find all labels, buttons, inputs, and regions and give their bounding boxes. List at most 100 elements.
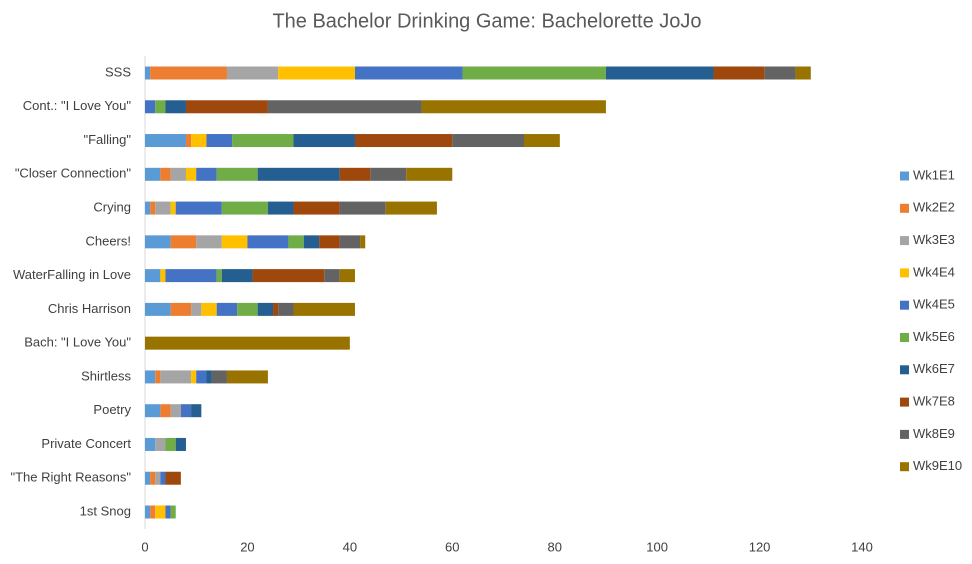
- bar-segment: [221, 235, 248, 249]
- y-tick-label: Poetry: [93, 402, 131, 417]
- bar-segment: [406, 167, 453, 181]
- bar-segment: [160, 269, 166, 283]
- bar-segment: [150, 471, 156, 485]
- bar-segment: [180, 404, 192, 418]
- bar-segment: [226, 66, 279, 80]
- bar-segment: [155, 370, 161, 384]
- bar-segment: [605, 66, 714, 80]
- bar-segment: [145, 437, 156, 451]
- bar-segment: [155, 471, 161, 485]
- legend-swatch: [900, 333, 909, 342]
- y-tick-label: 1st Snog: [80, 503, 131, 518]
- bar-segment: [175, 201, 222, 215]
- bar-segment: [145, 235, 171, 249]
- y-tick-label: WaterFalling in Love: [13, 267, 131, 282]
- bar-segment: [339, 235, 361, 249]
- bar-segment: [795, 66, 811, 80]
- bar-segment: [247, 235, 289, 249]
- legend-label: Wk4E5: [913, 297, 955, 312]
- bar-segment: [145, 471, 151, 485]
- bar-segment: [165, 505, 171, 519]
- bar-segment: [196, 167, 217, 181]
- bar-segment: [523, 134, 560, 148]
- bar-segment: [196, 235, 222, 249]
- bar-segment: [185, 100, 268, 114]
- bar-segment: [191, 134, 207, 148]
- bar-segment: [175, 437, 186, 451]
- bar-segment: [713, 66, 765, 80]
- legend-swatch: [900, 300, 909, 310]
- bar-segment: [196, 370, 207, 384]
- bar-segment: [145, 269, 161, 283]
- x-tick-label: 100: [646, 539, 668, 554]
- bar-segment: [339, 269, 355, 283]
- bar-segment: [145, 167, 161, 181]
- bar-segment: [764, 66, 796, 80]
- bar-segment: [303, 235, 320, 249]
- y-tick-label: Private Concert: [41, 436, 131, 451]
- bar-segment: [170, 302, 192, 316]
- x-tick-label: 20: [240, 539, 254, 554]
- bar-segment: [216, 302, 238, 316]
- y-tick-label: Cheers!: [85, 233, 131, 248]
- bar-segment: [221, 269, 253, 283]
- legend-label: Wk8E9: [913, 426, 955, 441]
- bar-segment: [185, 134, 192, 148]
- bar-segment: [252, 269, 325, 283]
- bar-segment: [273, 302, 279, 316]
- bar-segment: [206, 134, 233, 148]
- chart-title: The Bachelor Drinking Game: Bachelorette…: [272, 10, 701, 32]
- bar-segment: [155, 201, 171, 215]
- bar-segment: [339, 167, 371, 181]
- bar-segment: [206, 370, 212, 384]
- y-tick-label: "Closer Connection": [15, 166, 132, 181]
- legend-swatch: [900, 171, 909, 181]
- bar-segment: [452, 134, 524, 148]
- bar-segment: [170, 505, 176, 519]
- bar-segment: [462, 66, 606, 80]
- bar-segment: [170, 201, 176, 215]
- y-tick-label: Shirtless: [81, 368, 131, 383]
- bar-segment: [155, 437, 166, 451]
- bar-segment: [257, 302, 274, 316]
- bar-segment: [145, 404, 161, 418]
- bar-segment: [145, 370, 156, 384]
- bar-segment: [145, 302, 171, 316]
- legend-label: Wk9E10: [913, 458, 962, 473]
- bar-segment: [170, 404, 181, 418]
- bar-segment: [354, 134, 453, 148]
- bar-segment: [191, 370, 197, 384]
- bar-segment: [293, 134, 355, 148]
- y-tick-label: Cont.: "I Love You": [23, 98, 132, 113]
- bar-segment: [155, 505, 166, 519]
- bar-segment: [160, 370, 192, 384]
- bar-segment: [354, 66, 463, 80]
- bar-segment: [370, 167, 407, 181]
- bar-segment: [324, 269, 340, 283]
- bar-segment: [421, 100, 606, 114]
- legend-label: Wk3E3: [913, 232, 955, 247]
- legend-label: Wk2E2: [913, 200, 955, 215]
- legend-label: Wk4E4: [913, 264, 955, 279]
- bar-segment: [278, 66, 355, 80]
- bar-segment: [288, 235, 304, 249]
- bar-segment: [160, 404, 171, 418]
- legend-label: Wk5E6: [913, 329, 955, 344]
- bar-segment: [385, 201, 437, 215]
- legend-swatch: [900, 203, 909, 213]
- bar-segment: [216, 269, 222, 283]
- bar-segment: [221, 201, 268, 215]
- bar-segment: [226, 370, 268, 384]
- bar-segment: [319, 235, 340, 249]
- bar-segment: [145, 336, 350, 350]
- bar-segment: [165, 100, 186, 114]
- x-tick-label: 140: [851, 539, 873, 554]
- bar-segment: [150, 201, 156, 215]
- legend-swatch: [900, 397, 909, 407]
- bar-segment: [145, 66, 151, 80]
- legend-swatch: [900, 429, 909, 439]
- bar-segment: [360, 235, 366, 249]
- legend-swatch: [900, 268, 909, 278]
- bar-segment: [150, 66, 227, 80]
